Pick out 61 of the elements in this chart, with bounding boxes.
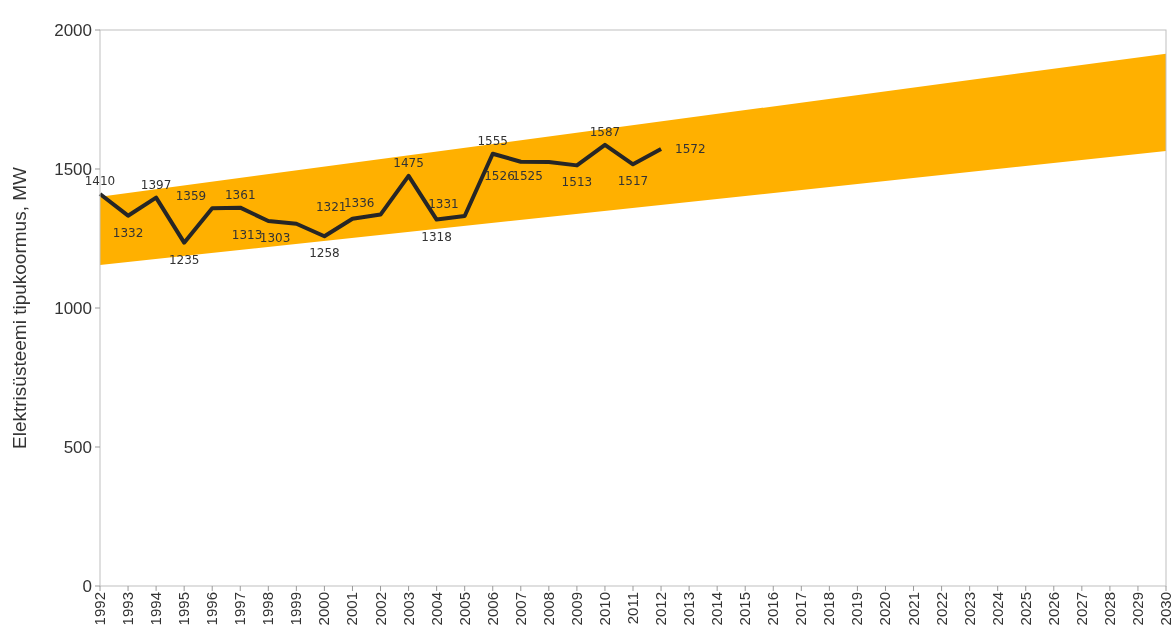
- x-tick-label: 2019: [848, 592, 866, 626]
- data-label: 1258: [309, 246, 340, 261]
- x-tick-label: 1998: [259, 592, 277, 626]
- y-axis-title: Elektrisüsteemi tipukoormus, MW: [9, 166, 30, 449]
- x-tick-label: 2025: [1016, 592, 1034, 626]
- x-tick-label: 2023: [960, 592, 978, 626]
- x-tick-label: 2008: [539, 592, 557, 626]
- x-tick-label: 2004: [427, 592, 445, 626]
- x-tick-label: 1999: [287, 592, 305, 626]
- x-tick-label: 2012: [652, 592, 670, 626]
- y-tick-label: 1000: [54, 299, 92, 318]
- x-tick-label: 2017: [792, 592, 810, 626]
- data-label: 1235: [168, 252, 200, 267]
- data-label: 1525: [512, 169, 543, 184]
- x-tick-label: 2030: [1157, 592, 1174, 626]
- x-tick-label: 2007: [511, 592, 529, 626]
- data-label: 1361: [224, 187, 256, 202]
- x-tick-label: 2006: [483, 592, 501, 626]
- x-tick-label: 1997: [231, 592, 249, 626]
- x-tick-label: 2005: [455, 592, 473, 626]
- x-tick-label: 2024: [988, 592, 1006, 626]
- x-tick-label: 2003: [399, 592, 417, 626]
- y-tick-label: 2000: [54, 21, 92, 40]
- x-tick-label: 2022: [932, 592, 950, 626]
- x-tick-label: 2026: [1044, 592, 1062, 626]
- data-label: 1331: [428, 196, 459, 211]
- x-tick-label: 1996: [203, 592, 221, 626]
- data-label: 1475: [393, 155, 424, 170]
- data-label: 1513: [561, 175, 593, 190]
- x-tick-label: 1994: [147, 592, 165, 626]
- x-tick-label: 1992: [91, 592, 108, 626]
- data-label: 1572: [675, 141, 706, 156]
- x-tick-label: 2000: [315, 592, 333, 626]
- x-tick-label: 2011: [624, 592, 641, 625]
- data-label: 1410: [84, 174, 116, 189]
- x-tick-label: 2027: [1072, 592, 1090, 626]
- x-tick-label: 2009: [567, 592, 585, 626]
- data-label: 1318: [421, 229, 452, 244]
- x-tick-label: 2010: [595, 592, 613, 626]
- data-label: 1587: [589, 124, 621, 139]
- x-tick-label: 2014: [708, 592, 726, 626]
- x-tick-label: 2013: [680, 592, 698, 626]
- x-tick-label: 2001: [343, 592, 361, 626]
- y-tick-label: 0: [82, 577, 92, 596]
- x-tick-label: 2015: [736, 592, 754, 626]
- x-tick-label: 2002: [371, 592, 389, 626]
- data-label: 1526: [484, 168, 515, 183]
- x-tick-label: 2029: [1128, 592, 1146, 626]
- x-tick-label: 2020: [876, 592, 894, 626]
- data-label: 1517: [617, 174, 649, 189]
- x-tick-label: 1993: [119, 592, 137, 626]
- x-tick-label: 2018: [820, 592, 838, 626]
- data-label: 1397: [140, 177, 172, 192]
- x-tick-label: 1995: [175, 592, 193, 626]
- x-tick-label: 2028: [1100, 592, 1118, 626]
- data-label: 1555: [477, 133, 509, 148]
- x-tick-label: 2016: [764, 592, 782, 626]
- data-label: 1332: [112, 225, 144, 240]
- y-tick-label: 500: [63, 438, 92, 457]
- data-label: 1359: [175, 189, 207, 204]
- x-tick-label: 2021: [904, 592, 922, 626]
